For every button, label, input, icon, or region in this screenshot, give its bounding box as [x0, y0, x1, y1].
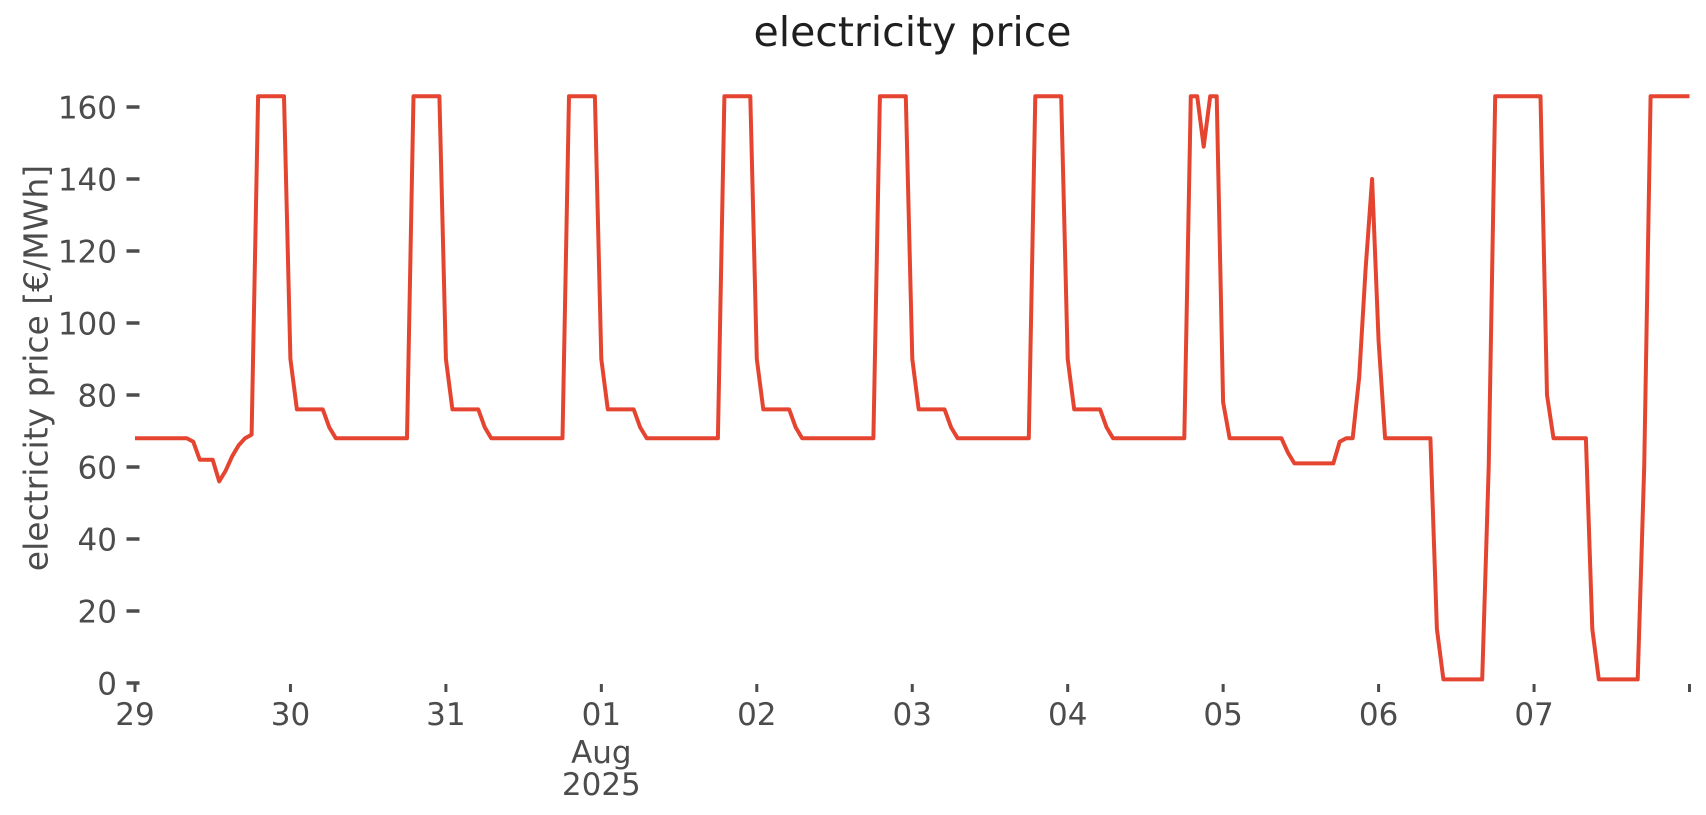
- x-tick-label: 05: [1203, 697, 1242, 733]
- x-tick-label: 01: [582, 697, 621, 733]
- y-tick-label: 0: [97, 667, 117, 703]
- x-tick-label: 04: [1048, 697, 1087, 733]
- x-tick-label: 31: [426, 697, 465, 733]
- x-tick-label: 29: [115, 697, 154, 733]
- price-line: [135, 94, 1690, 682]
- y-tick-label: 40: [78, 523, 117, 559]
- y-tick-label: 140: [58, 163, 117, 199]
- y-axis-ticks: 0 20 40 60 80 100 120 140 160: [58, 91, 140, 703]
- y-tick-label: 120: [58, 235, 117, 271]
- y-tick-label: 20: [78, 595, 117, 631]
- x-axis-month-year-label: 2025: [562, 767, 641, 803]
- x-tick-label: 30: [271, 697, 310, 733]
- x-tick-label: 07: [1514, 697, 1553, 733]
- x-tick-label: 02: [737, 697, 776, 733]
- x-axis-month-year-label: Aug: [571, 735, 632, 771]
- y-tick-label: 60: [78, 451, 117, 487]
- y-tick-label: 100: [58, 307, 117, 343]
- x-tick-label: 03: [893, 697, 932, 733]
- y-tick-label: 80: [78, 379, 117, 415]
- chart-title: electricity price: [753, 8, 1072, 56]
- y-tick-label: 160: [58, 91, 117, 127]
- x-tick-label: 06: [1359, 697, 1398, 733]
